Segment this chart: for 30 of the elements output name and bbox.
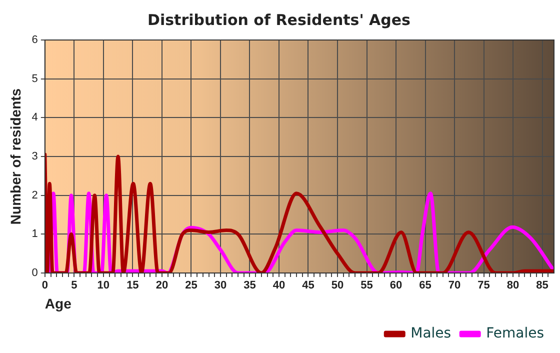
x-tick-label: 10	[97, 280, 110, 292]
x-tick-label: 5	[71, 280, 78, 292]
x-tick-label: 30	[214, 280, 227, 292]
y-tick-label: 5	[32, 72, 38, 85]
legend-label: Males	[410, 326, 452, 342]
x-tick-label: 55	[360, 280, 373, 292]
x-axis-title: Age	[44, 295, 72, 312]
y-axis-title: Number of residents	[7, 88, 24, 225]
legend-label: Females	[486, 326, 544, 342]
x-tick-label: 25	[185, 280, 198, 292]
x-tick-label: 80	[506, 280, 520, 292]
x-tick-label: 75	[478, 280, 490, 292]
x-tick-label: 70	[448, 280, 461, 292]
x-tick-label: 65	[419, 280, 432, 292]
y-tick-label: 3	[32, 150, 38, 163]
x-tick-label: 15	[126, 280, 139, 292]
chart-title: Distribution of Residents' Ages	[148, 10, 411, 29]
x-tick-label: 20	[156, 280, 168, 292]
x-tick-label: 50	[331, 280, 344, 292]
y-tick-label: 1	[32, 228, 38, 240]
x-tick-label: 45	[302, 280, 314, 292]
x-tick-label: 85	[536, 280, 548, 292]
x-tick-label: 35	[244, 280, 256, 292]
y-tick-label: 0	[32, 267, 38, 280]
y-tick-label: 6	[32, 34, 38, 46]
y-tick-label: 2	[32, 189, 38, 202]
y-tick-label: 4	[32, 112, 38, 124]
x-tick-label: 0	[42, 280, 48, 292]
x-tick-label: 60	[390, 280, 402, 292]
x-tick-label: 40	[272, 280, 286, 292]
